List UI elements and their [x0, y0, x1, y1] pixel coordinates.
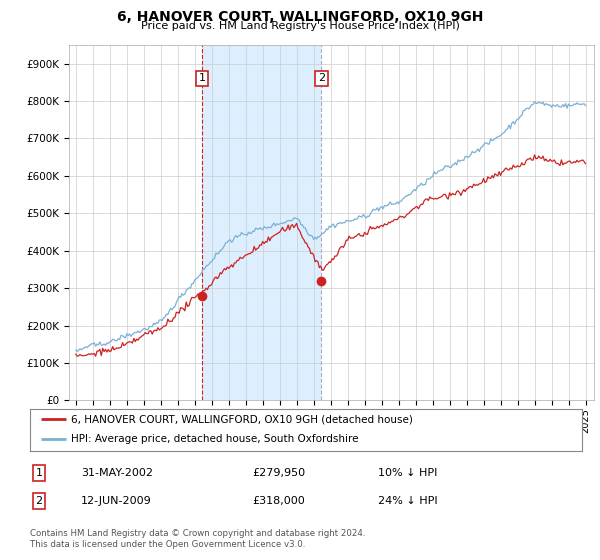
- Text: 24% ↓ HPI: 24% ↓ HPI: [378, 496, 437, 506]
- Bar: [202, 45, 322, 400]
- Text: 2: 2: [318, 73, 325, 83]
- Text: 31-MAY-2002: 31-MAY-2002: [81, 468, 153, 478]
- Text: 2: 2: [35, 496, 43, 506]
- Text: Contains HM Land Registry data © Crown copyright and database right 2024.
This d: Contains HM Land Registry data © Crown c…: [30, 529, 365, 549]
- Text: £279,950: £279,950: [252, 468, 305, 478]
- Text: 6, HANOVER COURT, WALLINGFORD, OX10 9GH: 6, HANOVER COURT, WALLINGFORD, OX10 9GH: [117, 10, 483, 24]
- Text: Price paid vs. HM Land Registry's House Price Index (HPI): Price paid vs. HM Land Registry's House …: [140, 21, 460, 31]
- Text: £318,000: £318,000: [252, 496, 305, 506]
- Text: HPI: Average price, detached house, South Oxfordshire: HPI: Average price, detached house, Sout…: [71, 434, 359, 444]
- Text: 12-JUN-2009: 12-JUN-2009: [81, 496, 152, 506]
- Text: 6, HANOVER COURT, WALLINGFORD, OX10 9GH (detached house): 6, HANOVER COURT, WALLINGFORD, OX10 9GH …: [71, 414, 413, 424]
- Text: 1: 1: [199, 73, 205, 83]
- Text: 1: 1: [35, 468, 43, 478]
- Text: 10% ↓ HPI: 10% ↓ HPI: [378, 468, 437, 478]
